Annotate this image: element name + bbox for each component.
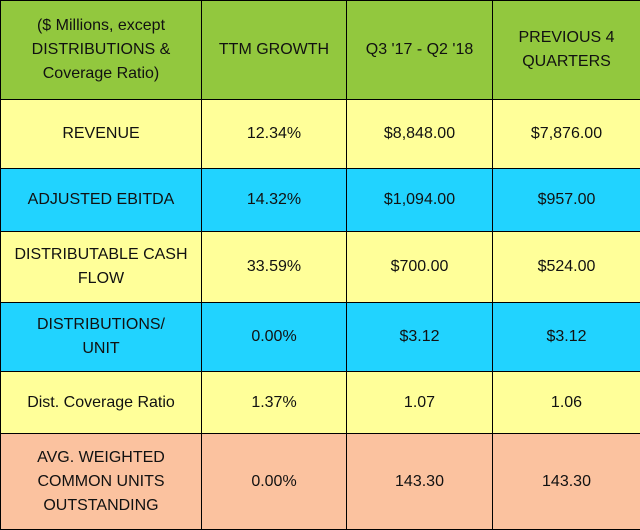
ttm-growth-value: 33.59%: [202, 232, 347, 303]
header-current-period: Q3 '17 - Q2 '18: [347, 1, 493, 100]
metric-label: Dist. Coverage Ratio: [1, 372, 202, 434]
current-period-value: 143.30: [347, 434, 493, 530]
header-previous-period: PREVIOUS 4 QUARTERS: [493, 1, 640, 100]
metric-label: REVENUE: [1, 100, 202, 169]
current-period-value: $8,848.00: [347, 100, 493, 169]
previous-period-value: $957.00: [493, 169, 640, 232]
header-ttm-growth: TTM GROWTH: [202, 1, 347, 100]
metric-label: ADJUSTED EBITDA: [1, 169, 202, 232]
ttm-growth-value: 0.00%: [202, 303, 347, 372]
current-period-value: $1,094.00: [347, 169, 493, 232]
previous-period-value: $524.00: [493, 232, 640, 303]
row-distributions-per-unit: DISTRIBUTIONS/ UNIT 0.00% $3.12 $3.12: [1, 303, 640, 372]
header-row: ($ Millions, except DISTRIBUTIONS & Cove…: [1, 1, 640, 100]
previous-period-value: $3.12: [493, 303, 640, 372]
row-revenue: REVENUE 12.34% $8,848.00 $7,876.00: [1, 100, 640, 169]
current-period-value: $700.00: [347, 232, 493, 303]
ttm-growth-value: 1.37%: [202, 372, 347, 434]
current-period-value: $3.12: [347, 303, 493, 372]
ttm-growth-value: 12.34%: [202, 100, 347, 169]
row-coverage-ratio: Dist. Coverage Ratio 1.37% 1.07 1.06: [1, 372, 640, 434]
ttm-growth-value: 14.32%: [202, 169, 347, 232]
row-weighted-units: AVG. WEIGHTED COMMON UNITS OUTSTANDING 0…: [1, 434, 640, 530]
previous-period-value: 1.06: [493, 372, 640, 434]
row-distributable-cash-flow: DISTRIBUTABLE CASH FLOW 33.59% $700.00 $…: [1, 232, 640, 303]
metric-label: AVG. WEIGHTED COMMON UNITS OUTSTANDING: [1, 434, 202, 530]
metric-label: DISTRIBUTIONS/ UNIT: [1, 303, 202, 372]
header-units-label: ($ Millions, except DISTRIBUTIONS & Cove…: [1, 1, 202, 100]
previous-period-value: $7,876.00: [493, 100, 640, 169]
metric-label: DISTRIBUTABLE CASH FLOW: [1, 232, 202, 303]
previous-period-value: 143.30: [493, 434, 640, 530]
current-period-value: 1.07: [347, 372, 493, 434]
ttm-growth-value: 0.00%: [202, 434, 347, 530]
row-adjusted-ebitda: ADJUSTED EBITDA 14.32% $1,094.00 $957.00: [1, 169, 640, 232]
